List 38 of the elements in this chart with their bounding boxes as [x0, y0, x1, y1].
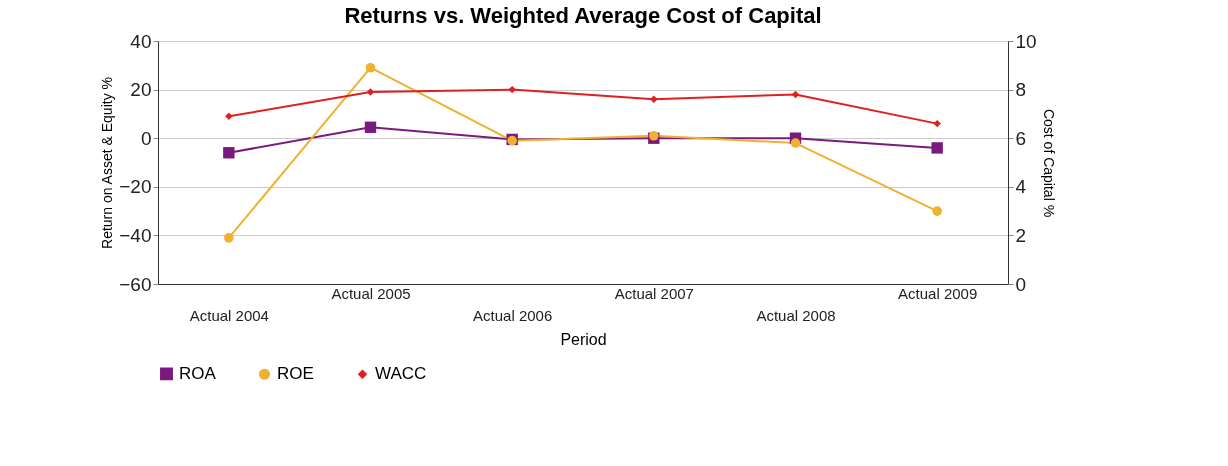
y-axis-title: Return on Asset & Equity % — [99, 77, 116, 249]
point — [932, 206, 942, 216]
x-tick-label: Actual 2004 — [189, 306, 269, 324]
point — [364, 121, 377, 133]
y2-tick-label: 8 — [1015, 79, 1027, 101]
y-tick-label: −40 — [119, 224, 152, 246]
legend-label: WACC — [375, 364, 427, 384]
y-tick-label: 0 — [140, 127, 152, 149]
legend-label: ROA — [179, 363, 217, 383]
point — [933, 119, 941, 128]
y2-tick-label: 10 — [1015, 30, 1037, 52]
point — [508, 85, 516, 94]
x-axis-title: Period — [560, 330, 607, 348]
legend-label: ROE — [277, 364, 314, 384]
y-tick-label: 20 — [130, 79, 152, 101]
point — [366, 88, 375, 96]
point — [931, 142, 943, 154]
chart-title: Returns vs. Weighted Average Cost of Capital — [344, 3, 822, 28]
y2-axis-title: Cost of Capital % — [1040, 108, 1057, 218]
y2-tick-label: 0 — [1015, 273, 1027, 295]
point — [224, 233, 234, 243]
y2-tick-label: 2 — [1015, 224, 1027, 246]
y-tick-label: −20 — [119, 176, 152, 198]
point — [223, 147, 235, 159]
y2-tick-label: 4 — [1015, 176, 1027, 198]
x-tick-label: Actual 2006 — [473, 306, 553, 324]
x-tick-label: Actual 2005 — [331, 284, 411, 302]
y2-tick-label: 6 — [1015, 127, 1027, 149]
point — [650, 95, 658, 104]
x-tick-label: Actual 2008 — [756, 306, 836, 324]
x-tick-label: Actual 2007 — [614, 284, 694, 302]
point — [791, 90, 800, 99]
point — [225, 112, 233, 121]
point — [365, 62, 376, 73]
y-tick-label: 40 — [130, 30, 152, 52]
x-tick-label: Actual 2009 — [898, 284, 978, 302]
y-tick-label: −60 — [119, 273, 152, 295]
point — [790, 138, 801, 148]
